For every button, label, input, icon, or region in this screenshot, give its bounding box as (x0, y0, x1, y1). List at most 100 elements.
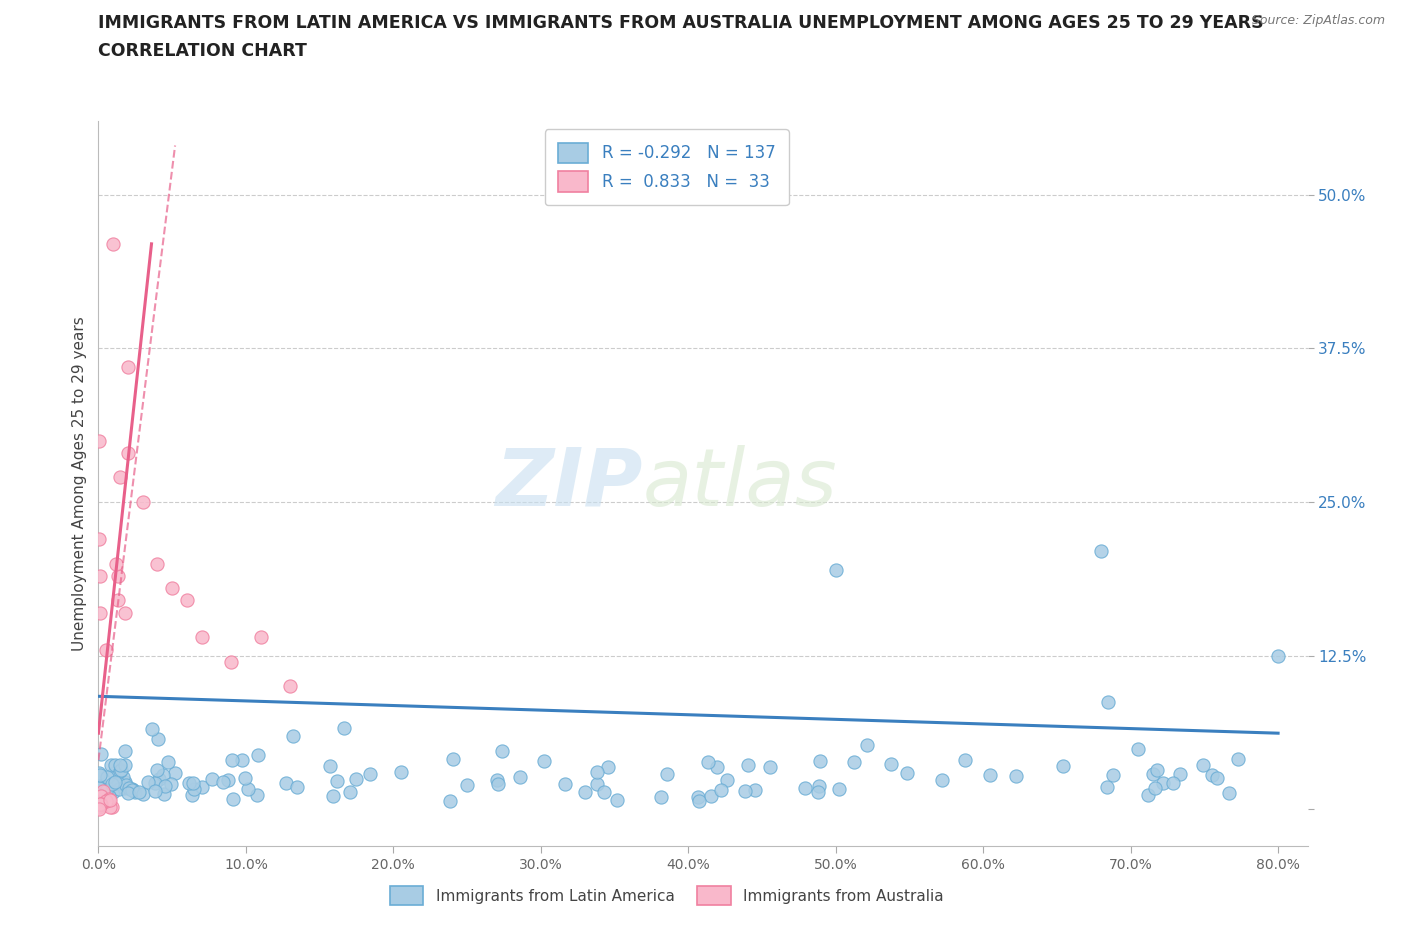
Point (87, 433, 110, 448)
Point (1161, 776, 1184, 790)
Point (219, 655, 242, 670)
Point (318, 759, 340, 774)
Y-axis label: Unemployment Among Ages 25 to 29 years: Unemployment Among Ages 25 to 29 years (72, 316, 87, 651)
Point (177, 776, 200, 790)
Point (90, 778, 112, 793)
Point (107, 568, 129, 583)
Point (143, 776, 166, 790)
Point (101, 777, 124, 791)
Point (880, 757, 903, 772)
Point (596, 760, 619, 775)
Point (593, 785, 616, 800)
Point (828, 782, 851, 797)
Point (706, 760, 728, 775)
Point (1004, 769, 1026, 784)
Text: CORRELATION CHART: CORRELATION CHART (98, 42, 308, 60)
Point (136, 775, 159, 790)
Point (117, 359, 139, 374)
Point (456, 777, 478, 792)
Point (212, 775, 235, 790)
Point (121, 782, 143, 797)
Point (156, 754, 179, 769)
Point (344, 772, 367, 787)
Point (201, 771, 224, 786)
Point (104, 556, 127, 571)
Point (1102, 768, 1125, 783)
Point (1143, 780, 1166, 795)
Point (191, 779, 214, 794)
Point (108, 764, 131, 778)
Point (285, 779, 308, 794)
Point (931, 772, 953, 787)
Point (278, 679, 301, 694)
Point (98, 791, 121, 806)
Point (1126, 741, 1149, 756)
Point (91, 784, 114, 799)
Point (249, 630, 271, 644)
Point (333, 720, 356, 735)
Text: Source: ZipAtlas.com: Source: ZipAtlas.com (1251, 14, 1385, 27)
Point (100, 757, 122, 772)
Point (152, 767, 174, 782)
Point (1201, 767, 1223, 782)
Point (153, 778, 176, 793)
Point (1095, 779, 1118, 794)
Point (90, 789, 112, 804)
Point (486, 773, 509, 788)
Point (98, 792, 121, 807)
Point (339, 784, 361, 799)
Point (146, 731, 169, 746)
Point (94, 642, 117, 657)
Point (100, 800, 122, 815)
Point (221, 752, 243, 767)
Point (1192, 757, 1215, 772)
Point (953, 753, 976, 768)
Text: ZIP: ZIP (495, 445, 643, 523)
Point (554, 777, 576, 791)
Text: atlas: atlas (643, 445, 838, 523)
Point (1226, 751, 1249, 766)
Point (359, 766, 381, 781)
Point (112, 780, 135, 795)
Point (441, 751, 464, 766)
Text: IMMIGRANTS FROM LATIN AMERICA VS IMMIGRANTS FROM AUSTRALIA UNEMPLOYMENT AMONG AG: IMMIGRANTS FROM LATIN AMERICA VS IMMIGRA… (98, 14, 1264, 32)
Point (686, 790, 709, 804)
Point (114, 775, 136, 790)
Point (87, 780, 110, 795)
Point (94, 793, 117, 808)
Point (1267, 648, 1289, 663)
Point (281, 728, 304, 743)
Point (90, 747, 112, 762)
Point (486, 777, 509, 791)
Point (121, 782, 143, 797)
Point (808, 753, 831, 768)
Point (183, 776, 205, 790)
Point (108, 470, 131, 485)
Point (143, 783, 166, 798)
Point (121, 781, 143, 796)
Point (856, 737, 879, 752)
Point (322, 789, 344, 804)
Point (1142, 767, 1164, 782)
Point (389, 764, 412, 779)
Point (759, 760, 782, 775)
Point (89, 787, 111, 802)
Point (585, 777, 607, 791)
Point (246, 747, 269, 762)
Point (585, 764, 607, 779)
Point (217, 772, 239, 787)
Point (107, 593, 129, 608)
Point (326, 774, 349, 789)
Point (655, 767, 678, 782)
Point (1052, 758, 1074, 773)
Point (734, 783, 756, 798)
Point (1146, 763, 1168, 777)
Point (87, 531, 110, 546)
Point (160, 777, 183, 791)
Point (176, 593, 198, 608)
Point (231, 752, 253, 767)
Point (91, 780, 114, 795)
Point (118, 781, 141, 796)
Legend: Immigrants from Latin America, Immigrants from Australia: Immigrants from Latin America, Immigrant… (384, 881, 950, 911)
Point (114, 744, 136, 759)
